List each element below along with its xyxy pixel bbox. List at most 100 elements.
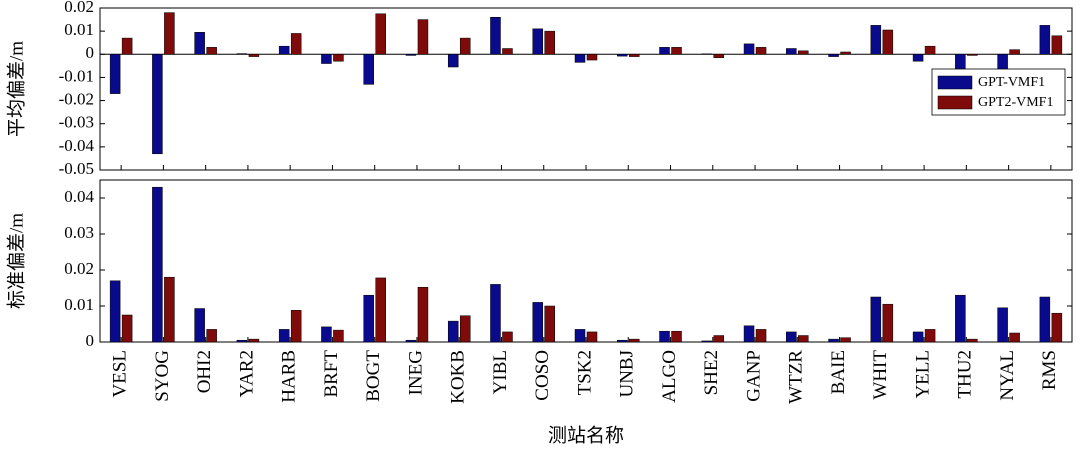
- bar: [459, 37, 471, 55]
- bar: [502, 48, 513, 55]
- bar: [755, 47, 767, 55]
- bar: [290, 33, 302, 55]
- bar: [278, 45, 290, 55]
- bar: [743, 325, 755, 343]
- bar: [417, 287, 429, 343]
- bar: [278, 329, 290, 343]
- bar: [248, 54, 260, 57]
- bar: [786, 48, 797, 55]
- x-tick-label: SHE2: [701, 350, 722, 395]
- bar: [924, 329, 936, 343]
- bar: [544, 305, 555, 343]
- bar: [1039, 296, 1051, 343]
- x-axis-label: 测站名称: [548, 424, 624, 446]
- bar: [502, 331, 513, 343]
- bar: [236, 53, 248, 55]
- bar: [967, 338, 978, 343]
- bar: [405, 339, 417, 343]
- x-tick-label: RMS: [1039, 350, 1060, 390]
- bar: [152, 186, 163, 343]
- plot-frame: [99, 179, 1073, 343]
- x-tick-label: COSO: [532, 350, 553, 401]
- bar: [1009, 332, 1020, 343]
- x-tick-label: UNBJ: [617, 350, 638, 398]
- y-tick-label: 0: [86, 43, 95, 62]
- bar: [375, 277, 386, 343]
- y-tick-label: -0.05: [59, 159, 94, 178]
- x-tick-label: WHIT: [870, 350, 891, 400]
- x-tick-label: INEG: [405, 350, 426, 396]
- bar: [194, 32, 205, 55]
- x-tick-label: ALGO: [659, 350, 680, 403]
- bar: [1051, 312, 1063, 343]
- bar: [671, 330, 682, 343]
- bar: [798, 50, 809, 55]
- bar: [544, 30, 555, 55]
- x-tick-label: GANP: [743, 350, 764, 402]
- bar: [290, 310, 302, 343]
- bar: [828, 54, 839, 57]
- bar: [459, 315, 471, 343]
- bar: [870, 296, 882, 343]
- bar: [417, 19, 429, 55]
- x-tick-label: VESL: [109, 350, 130, 398]
- bar: [997, 307, 1008, 343]
- bar: [713, 54, 725, 59]
- bar: [629, 54, 640, 57]
- bar: [798, 335, 809, 343]
- bar: [955, 294, 966, 343]
- bar: [586, 54, 598, 61]
- x-tick-label: YAR2: [236, 350, 257, 398]
- bar: [701, 340, 713, 343]
- y-axis-label: 标准偏差/m: [5, 213, 27, 309]
- y-tick-label: 0.01: [64, 20, 94, 39]
- bar: [236, 339, 248, 343]
- bar: [828, 338, 839, 343]
- y-tick-label: 0.04: [64, 187, 94, 206]
- y-tick-label: 0.02: [64, 259, 94, 278]
- y-tick-label: -0.01: [59, 66, 94, 85]
- bar: [882, 29, 894, 55]
- x-tick-label: SYOG: [152, 350, 173, 402]
- bar: [532, 302, 543, 343]
- bar: [912, 331, 924, 343]
- y-tick-label: 0.01: [64, 295, 94, 314]
- bar: [659, 47, 670, 55]
- bar: [671, 47, 682, 55]
- bar: [375, 13, 386, 55]
- bar: [194, 308, 205, 343]
- bar: [363, 294, 374, 343]
- bar: [152, 54, 163, 155]
- bar: [840, 51, 851, 55]
- y-axis-label: 平均偏差/m: [5, 41, 27, 137]
- bar: [532, 28, 543, 55]
- x-tick-label: OHI2: [194, 350, 215, 393]
- bar: [882, 303, 894, 343]
- x-tick-label: WTZR: [786, 350, 807, 404]
- y-tick-label: 0.03: [64, 223, 94, 242]
- bar: [786, 331, 797, 343]
- x-tick-label: BRFT: [321, 350, 342, 398]
- x-tick-label: YIBL: [490, 350, 511, 394]
- bar: [617, 339, 628, 343]
- bar: [586, 331, 598, 343]
- bar: [574, 54, 586, 63]
- bar: [490, 284, 501, 343]
- x-tick-label: THU2: [955, 350, 976, 399]
- bar: [912, 54, 924, 62]
- y-tick-label: -0.02: [59, 89, 94, 108]
- bar: [870, 25, 882, 55]
- bar: [109, 54, 121, 94]
- x-tick-label: TSK2: [574, 350, 595, 395]
- legend-label: GPT-VMF1: [978, 75, 1045, 90]
- x-tick-label: YELL: [912, 350, 933, 399]
- bar: [617, 54, 628, 57]
- y-tick-label: 0.02: [64, 0, 94, 16]
- bar: [333, 329, 344, 343]
- bar: [574, 329, 586, 343]
- x-tick-label: BAIE: [828, 350, 849, 394]
- bar: [363, 54, 374, 85]
- bar: [755, 329, 767, 343]
- x-tick-label: BOGT: [363, 350, 384, 402]
